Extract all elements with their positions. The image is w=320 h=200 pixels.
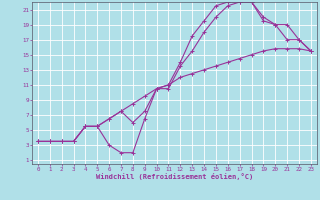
X-axis label: Windchill (Refroidissement éolien,°C): Windchill (Refroidissement éolien,°C)	[96, 173, 253, 180]
